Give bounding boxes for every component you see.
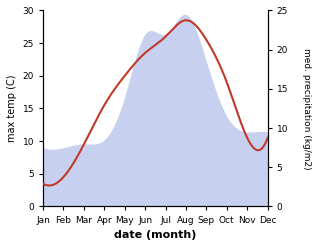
Y-axis label: med. precipitation (kg/m2): med. precipitation (kg/m2) [302, 48, 311, 169]
X-axis label: date (month): date (month) [114, 230, 197, 240]
Y-axis label: max temp (C): max temp (C) [7, 75, 17, 142]
